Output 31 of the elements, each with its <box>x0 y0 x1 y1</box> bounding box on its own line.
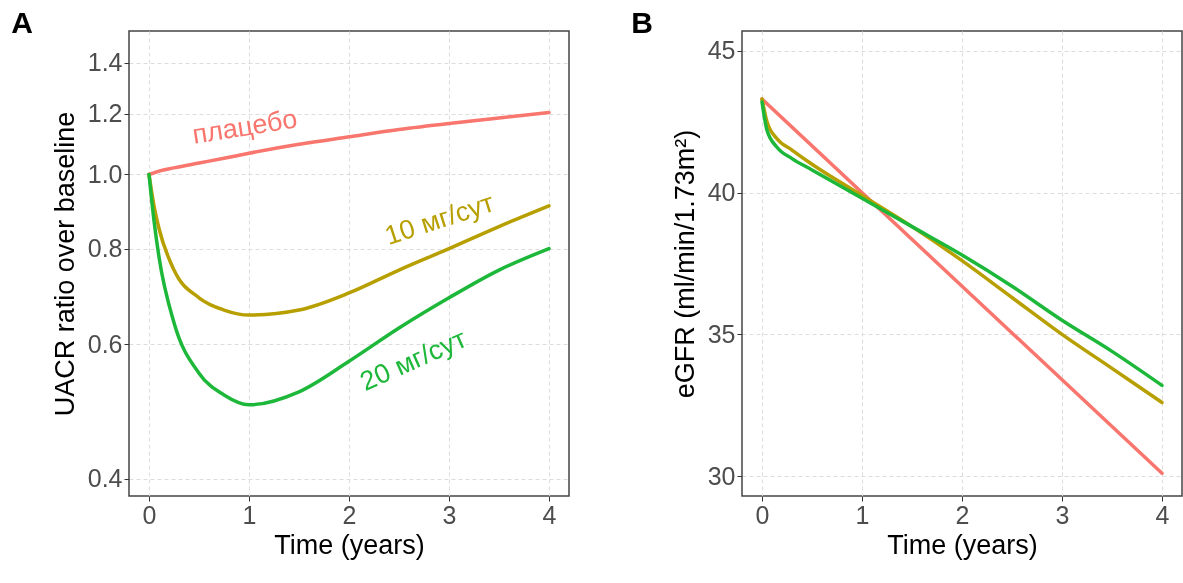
text: 20 мг/сут <box>355 323 471 397</box>
x-tick-label: 0 <box>142 500 157 529</box>
y-tick-label: 30 <box>707 461 736 490</box>
text: 10 мг/сут <box>381 187 498 251</box>
x-tick-label: 0 <box>755 500 770 529</box>
text: плацебо <box>190 103 300 150</box>
y-tick-label: 1.4 <box>87 48 123 77</box>
x-axis-title: Time (years) <box>274 529 425 560</box>
x-axis-title: Time (years) <box>887 529 1038 560</box>
x-tick-label: 3 <box>1055 500 1070 529</box>
x-tick-label: 2 <box>955 500 970 529</box>
y-tick-label: 0.8 <box>87 234 123 263</box>
x-tick-label: 1 <box>242 500 257 529</box>
y-tick-label: 0.6 <box>87 329 123 358</box>
x-tick-label: 3 <box>442 500 457 529</box>
y-tick-label: 40 <box>707 178 736 207</box>
line-series <box>147 172 551 407</box>
y-tick-label: 1.2 <box>87 99 123 128</box>
x-tick-label: 4 <box>1155 500 1170 529</box>
y-tick-label: 45 <box>707 36 736 65</box>
line-series <box>147 110 551 177</box>
y-axis-title: eGFR (ml/min/1.73m²) <box>669 129 700 399</box>
x-tick-label: 1 <box>855 500 870 529</box>
y-axis-title: UACR ratio over baseline <box>49 111 80 417</box>
x-tick-label: 4 <box>542 500 557 529</box>
y-tick-label: 1.0 <box>87 159 123 188</box>
y-tick-label: 35 <box>707 319 736 348</box>
x-tick-label: 2 <box>342 500 357 529</box>
y-tick-label: 0.4 <box>87 464 123 493</box>
chart-title: B <box>631 6 653 39</box>
chart-title: A <box>11 6 33 39</box>
